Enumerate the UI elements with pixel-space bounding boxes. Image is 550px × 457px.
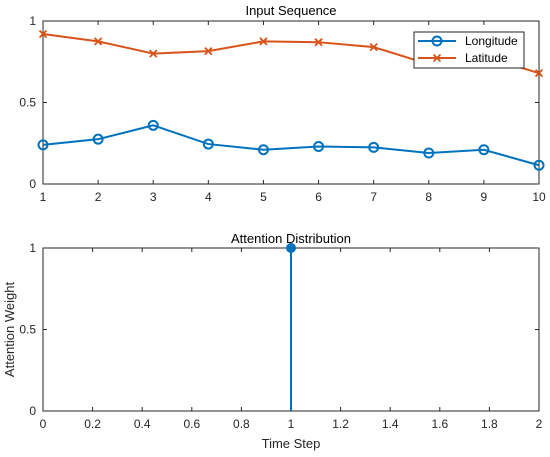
data-point-longitude: [368, 141, 380, 153]
x-tick-label: 7: [370, 190, 377, 204]
data-point-latitude: [534, 69, 544, 78]
data-point-longitude: [257, 144, 269, 156]
x-tick-label: 3: [150, 190, 157, 204]
x-tick-label: 0.6: [183, 417, 200, 431]
attention-distribution-axes: Attention Distribution Time Step Attenti…: [2, 231, 543, 451]
x-tick-label: 5: [260, 190, 267, 204]
y-tick-label: 0: [29, 177, 36, 191]
x-tick-label: 1.6: [431, 417, 448, 431]
data-point-longitude: [92, 133, 104, 145]
series-line-longitude: [42, 124, 540, 167]
chart-title: Input Sequence: [245, 3, 336, 18]
y-tick-label: 0: [29, 404, 36, 418]
data-point-latitude: [369, 42, 378, 52]
x-tick-label: 1.2: [332, 417, 349, 431]
legend-label-latitude: Latitude: [465, 51, 508, 65]
stem-marker: [286, 243, 296, 253]
legend-marker-latitude: [432, 53, 442, 63]
data-point-latitude: [314, 38, 323, 47]
input-sequence-axes: Input Sequence 1 2 3 4 5 6 7 8 9 10 0 0.5 1 Longitu…: [19, 3, 546, 204]
data-point-latitude: [204, 47, 213, 56]
x-tick-label: 0.4: [134, 417, 151, 431]
x-tick-label: 2: [536, 417, 543, 431]
data-point-latitude: [38, 29, 48, 39]
data-point-longitude: [147, 119, 159, 131]
y-tick-label: 1: [29, 241, 36, 255]
x-tick-label: 2: [95, 190, 102, 204]
x-tick-label: 0.2: [84, 417, 101, 431]
data-point-latitude: [93, 37, 103, 46]
x-tick-label: 1: [288, 417, 295, 431]
legend-x-marker: [432, 53, 442, 63]
data-point-longitude: [478, 144, 490, 156]
x-tick-label: 1.4: [382, 417, 399, 431]
data-point-longitude: [533, 159, 545, 171]
data-point-longitude: [423, 147, 435, 159]
x-tick-label: 4: [205, 190, 212, 204]
data-point-longitude: [37, 139, 49, 151]
y-tick-label: 0.5: [19, 96, 36, 110]
x-axis-label: Time Step: [262, 436, 321, 451]
legend-box: [413, 31, 525, 69]
data-point-longitude: [313, 141, 325, 153]
chart-title: Attention Distribution: [231, 231, 351, 246]
y-axis-label: Attention Weight: [2, 282, 17, 378]
x-tick-label: 1.8: [481, 417, 498, 431]
legend-marker-longitude: [431, 35, 443, 47]
x-tick-label: 8: [425, 190, 432, 204]
x-tick-label: 10: [532, 190, 546, 204]
data-point-latitude: [149, 49, 158, 58]
legend-label-longitude: Longitude: [465, 34, 518, 48]
y-tick-label: 1: [29, 14, 36, 28]
x-tick-label: 1: [40, 190, 47, 204]
x-tick-label: 9: [481, 190, 488, 204]
x-tick-label: 0.8: [233, 417, 250, 431]
legend: Longitude Latitude: [413, 31, 525, 69]
data-point-latitude: [259, 37, 268, 46]
x-tick-label: 0: [40, 417, 47, 431]
data-point-longitude: [202, 138, 214, 150]
y-tick-label: 0.5: [19, 323, 36, 337]
x-tick-label: 6: [315, 190, 322, 204]
